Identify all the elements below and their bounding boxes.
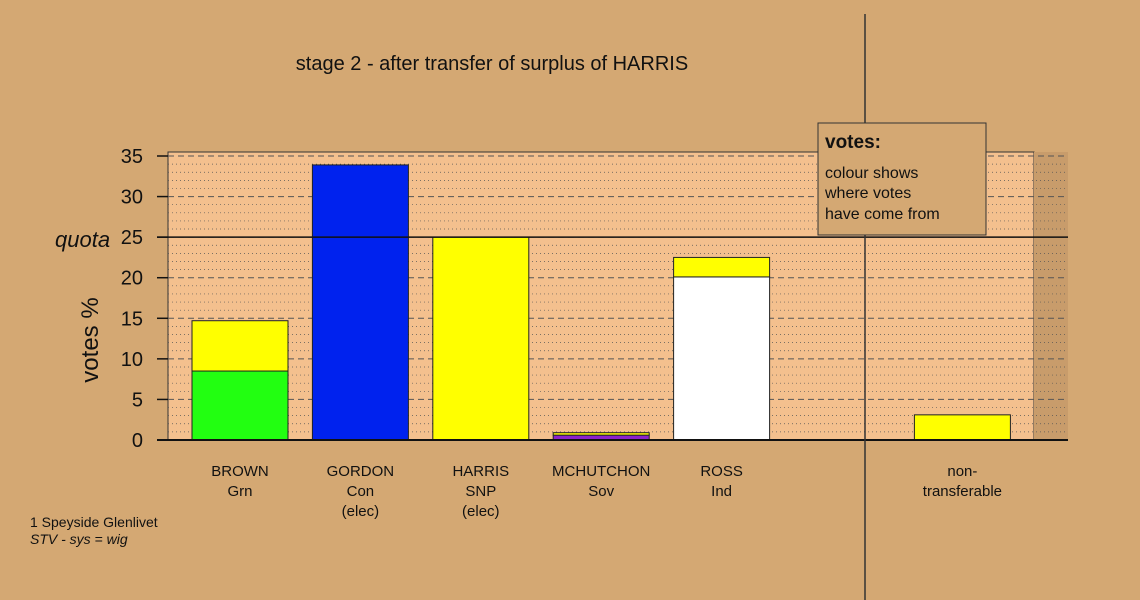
category-label: SNP <box>465 483 496 500</box>
category-label: Ind <box>711 483 732 500</box>
category-label: transferable <box>923 483 1002 500</box>
legend-line-1: colour shows <box>825 165 918 182</box>
category-labels: BROWN Grn GORDON Con (elec) HARRIS SNP (elec) MC… <box>211 463 1002 520</box>
right-shade-area <box>1034 152 1068 440</box>
y-axis-label: votes % <box>77 297 104 382</box>
category-label: Sov <box>588 483 614 500</box>
bars-group <box>191 164 1011 441</box>
y-tick-label: 35 <box>121 146 143 168</box>
bar-segment <box>913 414 1011 441</box>
bar-segment <box>673 276 771 441</box>
y-tick-label: 15 <box>121 308 143 330</box>
bar-segment <box>673 256 771 278</box>
bar-segment <box>432 236 530 441</box>
category-label: GORDON <box>327 463 395 480</box>
y-tick-label: 0 <box>132 430 143 452</box>
y-axis-ticks: 0 5 10 15 20 25 30 35 <box>121 146 168 452</box>
legend-title: votes: <box>825 132 881 153</box>
category-label: non- <box>947 463 977 480</box>
quota-label: quota <box>55 227 110 252</box>
bar-segment <box>311 164 409 441</box>
category-label: (elec) <box>462 503 500 520</box>
bar-segment <box>191 320 289 372</box>
legend-line-3: have come from <box>825 206 940 223</box>
y-tick-label: 10 <box>121 349 143 371</box>
category-label: BROWN <box>211 463 269 480</box>
category-label: HARRIS <box>452 463 509 480</box>
footer-line-2: STV - sys = wig <box>30 531 128 547</box>
category-label: (elec) <box>342 503 380 520</box>
bar-segment <box>191 370 289 441</box>
legend-line-2: where votes <box>824 185 911 202</box>
y-tick-label: 5 <box>132 389 143 411</box>
chart-title: stage 2 - after transfer of surplus of H… <box>296 53 688 75</box>
category-label: Con <box>347 483 375 500</box>
y-tick-label: 20 <box>121 268 143 290</box>
category-label: ROSS <box>700 463 743 480</box>
category-label: MCHUTCHON <box>552 463 650 480</box>
footer-line-1: 1 Speyside Glenlivet <box>30 514 158 530</box>
y-tick-label: 30 <box>121 187 143 209</box>
y-tick-label: 25 <box>121 227 143 249</box>
category-label: Grn <box>227 483 252 500</box>
bar-segment <box>552 432 650 436</box>
legend-box: votes: colour shows where votes have com… <box>817 122 987 236</box>
